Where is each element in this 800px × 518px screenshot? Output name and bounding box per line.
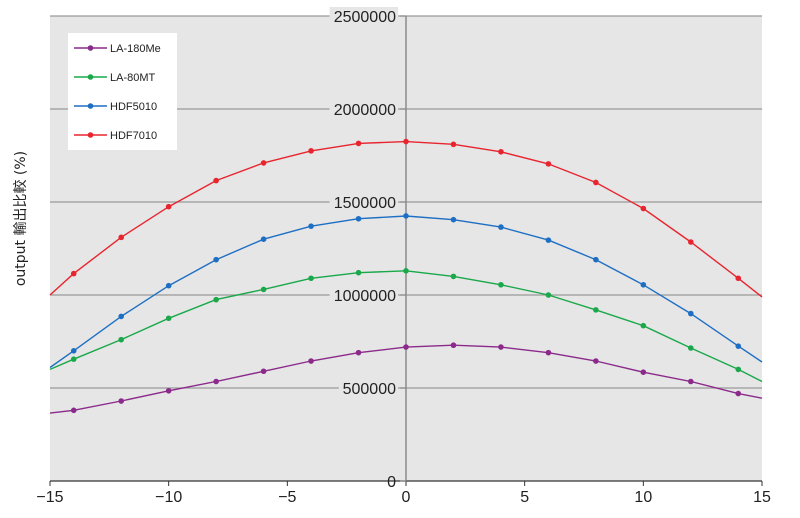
data-point <box>545 292 552 298</box>
legend-swatch-marker <box>87 132 94 138</box>
y-tick-label-bg <box>329 100 398 117</box>
data-point <box>593 179 599 186</box>
data-point <box>213 296 219 303</box>
data-point <box>498 344 504 350</box>
data-point <box>403 268 409 274</box>
data-point <box>403 344 409 350</box>
data-point <box>593 307 599 313</box>
x-tick-label: −5 <box>278 489 296 506</box>
data-point <box>735 366 742 373</box>
data-point <box>355 269 362 276</box>
data-point <box>70 356 77 362</box>
data-point <box>498 281 504 288</box>
data-point <box>355 349 362 356</box>
data-point <box>688 239 694 245</box>
data-point <box>70 348 77 354</box>
x-tick-label: 15 <box>753 489 771 506</box>
data-point <box>593 256 599 263</box>
data-point <box>355 140 362 147</box>
data-point <box>260 160 267 166</box>
axes <box>49 15 763 486</box>
y-axis-label: output 輸出比較 (%) <box>13 151 29 286</box>
data-point <box>640 369 647 375</box>
data-point <box>640 322 647 329</box>
data-point <box>308 223 314 229</box>
data-point <box>118 234 124 241</box>
y-tick-label: 0 <box>387 474 396 491</box>
legend-label: LA-180Me <box>110 43 161 55</box>
y-tick-label: 1000000 <box>334 288 396 305</box>
x-tick-label: −15 <box>36 489 63 506</box>
data-point <box>165 203 172 210</box>
data-point <box>118 398 124 404</box>
legend-label: HDF5010 <box>110 101 157 113</box>
data-point <box>118 313 124 320</box>
data-point <box>260 368 267 375</box>
legend-label: LA-80MT <box>110 72 156 84</box>
x-tick-label: 0 <box>402 489 411 506</box>
data-point <box>640 281 647 288</box>
x-tick-label: −10 <box>155 489 182 506</box>
data-point <box>450 273 457 280</box>
data-point <box>545 349 552 356</box>
data-point <box>403 213 409 219</box>
y-tick-label-bg <box>329 193 398 210</box>
x-tick-label: 5 <box>520 489 529 506</box>
data-point <box>498 148 504 155</box>
y-tick-label-bg <box>338 379 398 396</box>
data-point <box>688 345 694 351</box>
data-point <box>70 270 77 277</box>
data-point <box>213 378 219 385</box>
data-point <box>735 390 742 397</box>
y-tick-label-bg <box>329 286 398 303</box>
data-point <box>545 237 552 243</box>
x-tick-label: 10 <box>634 489 652 506</box>
data-point <box>450 141 457 148</box>
data-point <box>308 148 314 154</box>
data-point <box>213 177 219 184</box>
tick-labels: −15 −10 −5 0 5 10 15 0 500000 1000000 1500000 20000… <box>36 7 771 506</box>
data-point <box>450 342 457 349</box>
data-point <box>498 224 504 230</box>
data-point <box>403 138 409 145</box>
legend: LA-180Me LA-80MT HDF5010 HDF7010 <box>68 33 177 150</box>
data-point <box>213 256 219 263</box>
y-tick-label-bg <box>329 7 398 24</box>
data-point <box>308 275 314 282</box>
data-point <box>450 216 457 223</box>
data-point <box>688 310 694 317</box>
data-point <box>260 236 267 242</box>
data-point <box>308 358 314 364</box>
y-tick-label: 2500000 <box>334 9 396 26</box>
legend-label: HDF7010 <box>110 130 157 142</box>
legend-swatch-marker <box>87 74 94 80</box>
data-point <box>735 275 742 282</box>
data-point <box>735 343 742 349</box>
legend-swatch-marker <box>87 45 94 51</box>
legend-swatch-marker <box>87 103 94 109</box>
data-point <box>355 215 362 222</box>
data-point <box>165 282 172 289</box>
y-tick-label: 2000000 <box>334 102 396 119</box>
y-tick-label: 1500000 <box>334 195 396 212</box>
data-point <box>640 205 647 212</box>
data-point <box>70 407 77 414</box>
data-point <box>165 387 172 394</box>
series-layer <box>49 138 763 414</box>
data-point <box>688 378 694 385</box>
data-point <box>545 161 552 167</box>
legend-box <box>68 33 177 150</box>
data-point <box>118 336 124 343</box>
y-tick-label: 500000 <box>343 381 396 398</box>
data-point <box>593 358 599 364</box>
data-point <box>260 286 267 293</box>
data-point <box>165 315 172 322</box>
